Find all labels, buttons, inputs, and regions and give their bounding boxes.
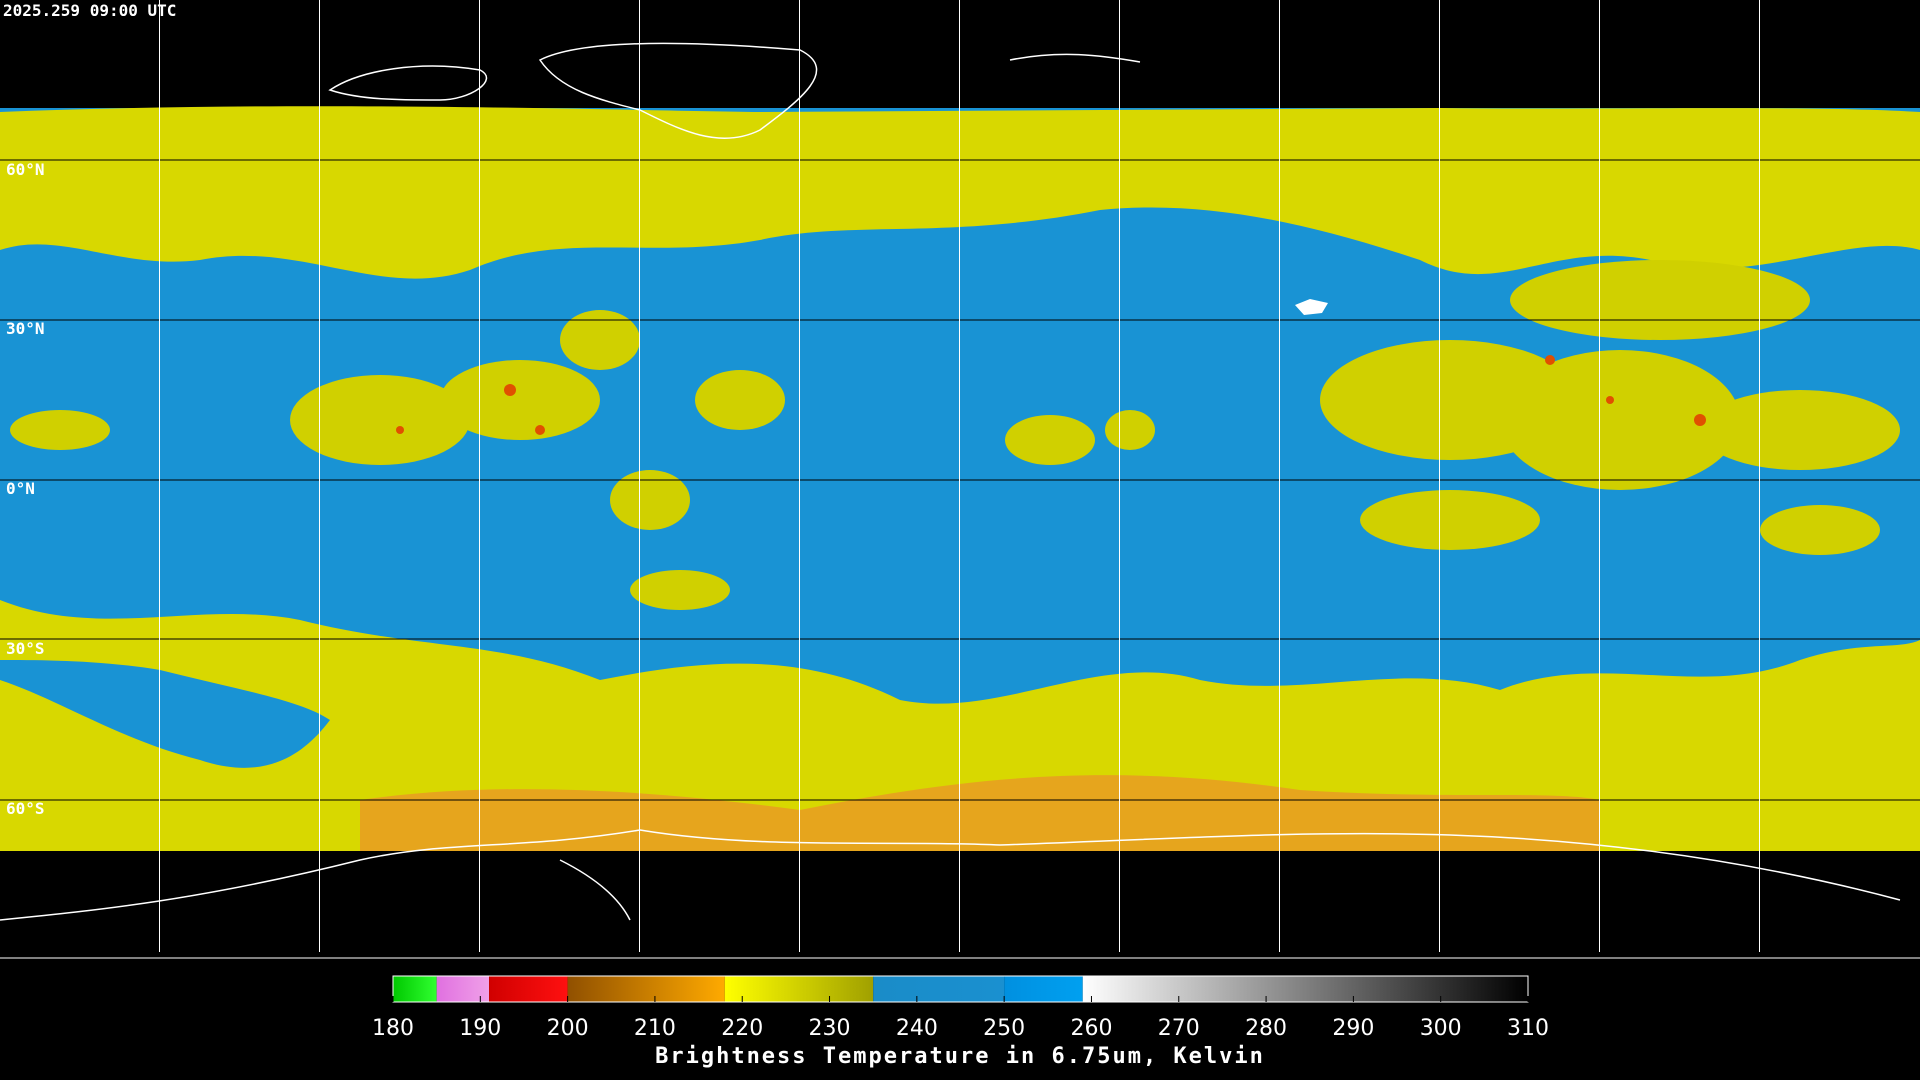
colorbar-segment [873, 976, 1005, 1002]
colorbar: 180 190 200 210 220 230 240 250 260 270 280 290 300 3… [372, 975, 1549, 1041]
latitude-label: 60°S [6, 799, 45, 818]
latitude-labels: 60°N 30°N 0°N 30°S 60°S [6, 160, 45, 818]
colorbar-tick-label: 220 [721, 1016, 763, 1041]
colorbar-tick-label: 290 [1332, 1016, 1374, 1041]
colorbar-segment [567, 976, 725, 1002]
colorbar-segment [1004, 976, 1083, 1002]
colorbar-tick-label: 210 [634, 1016, 676, 1041]
latitude-label: 60°N [6, 160, 45, 179]
latitude-label: 30°S [6, 639, 45, 658]
dry-core-south [360, 775, 1600, 851]
colorbar-tick-label: 260 [1070, 1016, 1112, 1041]
latitude-label: 0°N [6, 479, 35, 498]
colorbar-segment [436, 976, 490, 1002]
colorbar-tick-label: 230 [809, 1016, 851, 1041]
colorbar-tick-label: 240 [896, 1016, 938, 1041]
moist-tongue [0, 660, 330, 768]
colorbar-frame [392, 975, 1529, 1003]
colorbar-segment [724, 976, 874, 1002]
coastlines [0, 42, 1901, 921]
colorbar-tick-label: 250 [983, 1016, 1025, 1041]
colorbar-tick-label: 270 [1158, 1016, 1200, 1041]
warm-spot [1295, 299, 1328, 315]
meridians [159, 0, 1760, 952]
colorbar-tick-label: 190 [459, 1016, 501, 1041]
colorbar-segment [393, 976, 437, 1002]
colorbar-segment [1082, 976, 1528, 1002]
colorbar-tick-label: 180 [372, 1016, 414, 1041]
latitude-label: 30°N [6, 319, 45, 338]
deep-convection [396, 355, 1706, 435]
colorbar-tick-label: 280 [1245, 1016, 1287, 1041]
colorbar-tick-label: 310 [1507, 1016, 1549, 1041]
colorbar-tick-label: 300 [1420, 1016, 1462, 1041]
colorbar-title: Brightness Temperature in 6.75um, Kelvin [655, 1044, 1265, 1069]
timestamp: 2025.259 09:00 UTC [3, 1, 176, 20]
colorbar-segment [489, 976, 568, 1002]
colorbar-tick-label: 200 [547, 1016, 589, 1041]
